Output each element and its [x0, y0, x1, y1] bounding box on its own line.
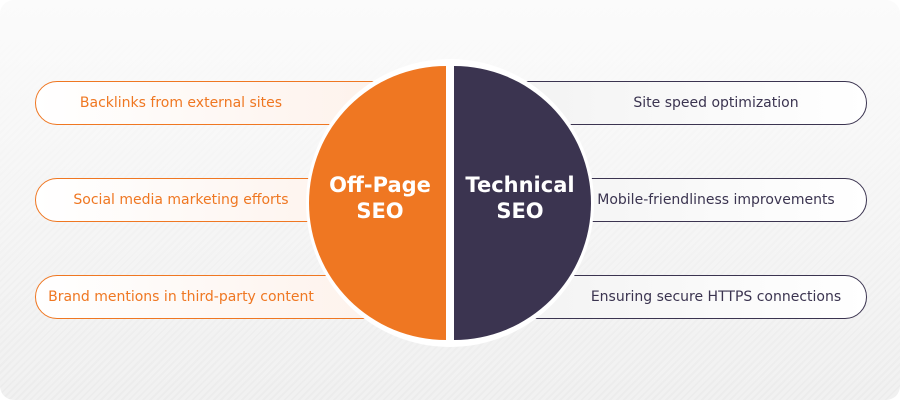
technical-half: [454, 66, 591, 340]
item-text: Site speed optimization: [633, 95, 799, 111]
offpage-title-line1: Off-Page: [329, 173, 431, 197]
item-text: Backlinks from external sites: [79, 95, 283, 111]
item-text: Brand mentions in third-party content: [48, 289, 314, 305]
split-circle: [306, 59, 594, 347]
offpage-half: [309, 66, 446, 340]
item-text: Mobile-friendliness improvements: [597, 192, 835, 208]
offpage-item: Backlinks from external sites: [35, 81, 405, 125]
offpage-title: Off-Page SEO: [318, 172, 442, 224]
technical-title-line1: Technical: [465, 173, 575, 197]
item-text: Ensuring secure HTTPS connections: [590, 289, 842, 305]
technical-title-line2: SEO: [496, 199, 544, 223]
item-text: Social media marketing efforts: [73, 192, 289, 208]
offpage-title-line2: SEO: [356, 199, 404, 223]
technical-title: Technical SEO: [456, 172, 584, 224]
offpage-item: Brand mentions in third-party content: [35, 275, 405, 319]
